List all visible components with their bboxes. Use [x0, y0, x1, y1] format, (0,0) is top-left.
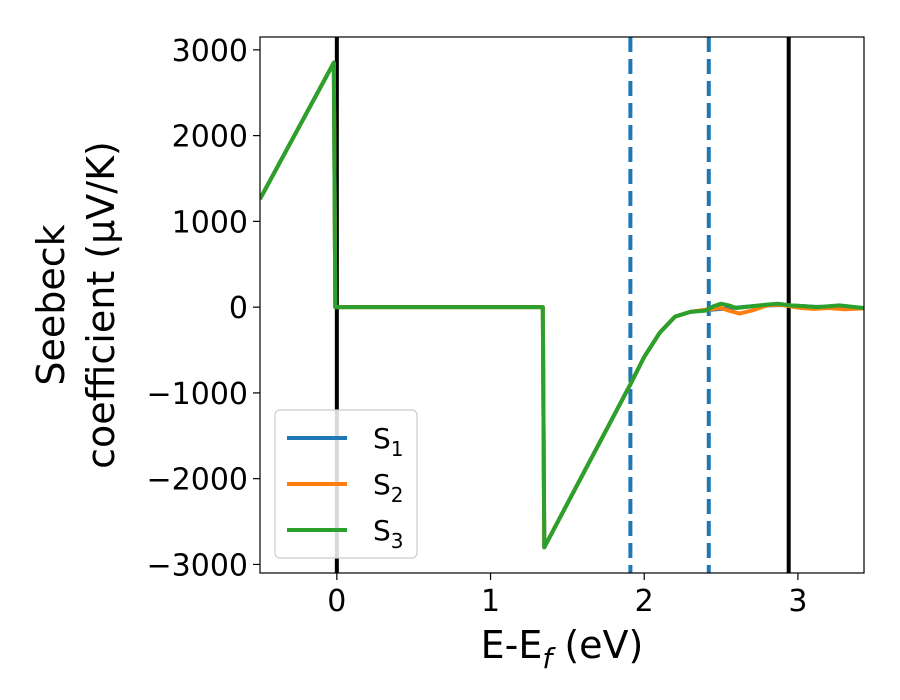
legend-label-S2: S2 — [373, 468, 404, 507]
legend-label-S1: S1 — [373, 422, 404, 461]
plot-content — [260, 37, 864, 573]
plot-area — [260, 37, 864, 573]
series-line-S3 — [260, 60, 864, 550]
x-tick-label-0: 0 — [327, 584, 346, 619]
y-tick-label--3000: −3000 — [147, 548, 248, 583]
axes-frame — [259, 36, 865, 574]
y-tick-label--1000: −1000 — [147, 377, 248, 412]
x-tick-label-3: 3 — [788, 584, 807, 619]
x-tick-label-1: 1 — [481, 584, 500, 619]
axes: 0 1 2 3 −3000 −2000 −1000 0 1000 2000 3000 — [147, 34, 865, 619]
y-tick-label--2000: −2000 — [147, 463, 248, 498]
y-tick-label-2000: 2000 — [172, 120, 248, 155]
y-axis-label-line2: coefficient (μV/K) — [79, 141, 123, 469]
y-axis-label-line1: Seebeck — [29, 224, 73, 385]
x-axis-label: E-Ef (eV) — [481, 623, 644, 675]
legend-label-S3: S3 — [373, 514, 404, 553]
x-tick-label-2: 2 — [635, 584, 654, 619]
y-tick-label-3000: 3000 — [172, 34, 248, 69]
y-tick-label-1000: 1000 — [172, 205, 248, 240]
y-tick-label-0: 0 — [229, 291, 248, 326]
legend: S1 S2 S3 — [274, 409, 418, 559]
